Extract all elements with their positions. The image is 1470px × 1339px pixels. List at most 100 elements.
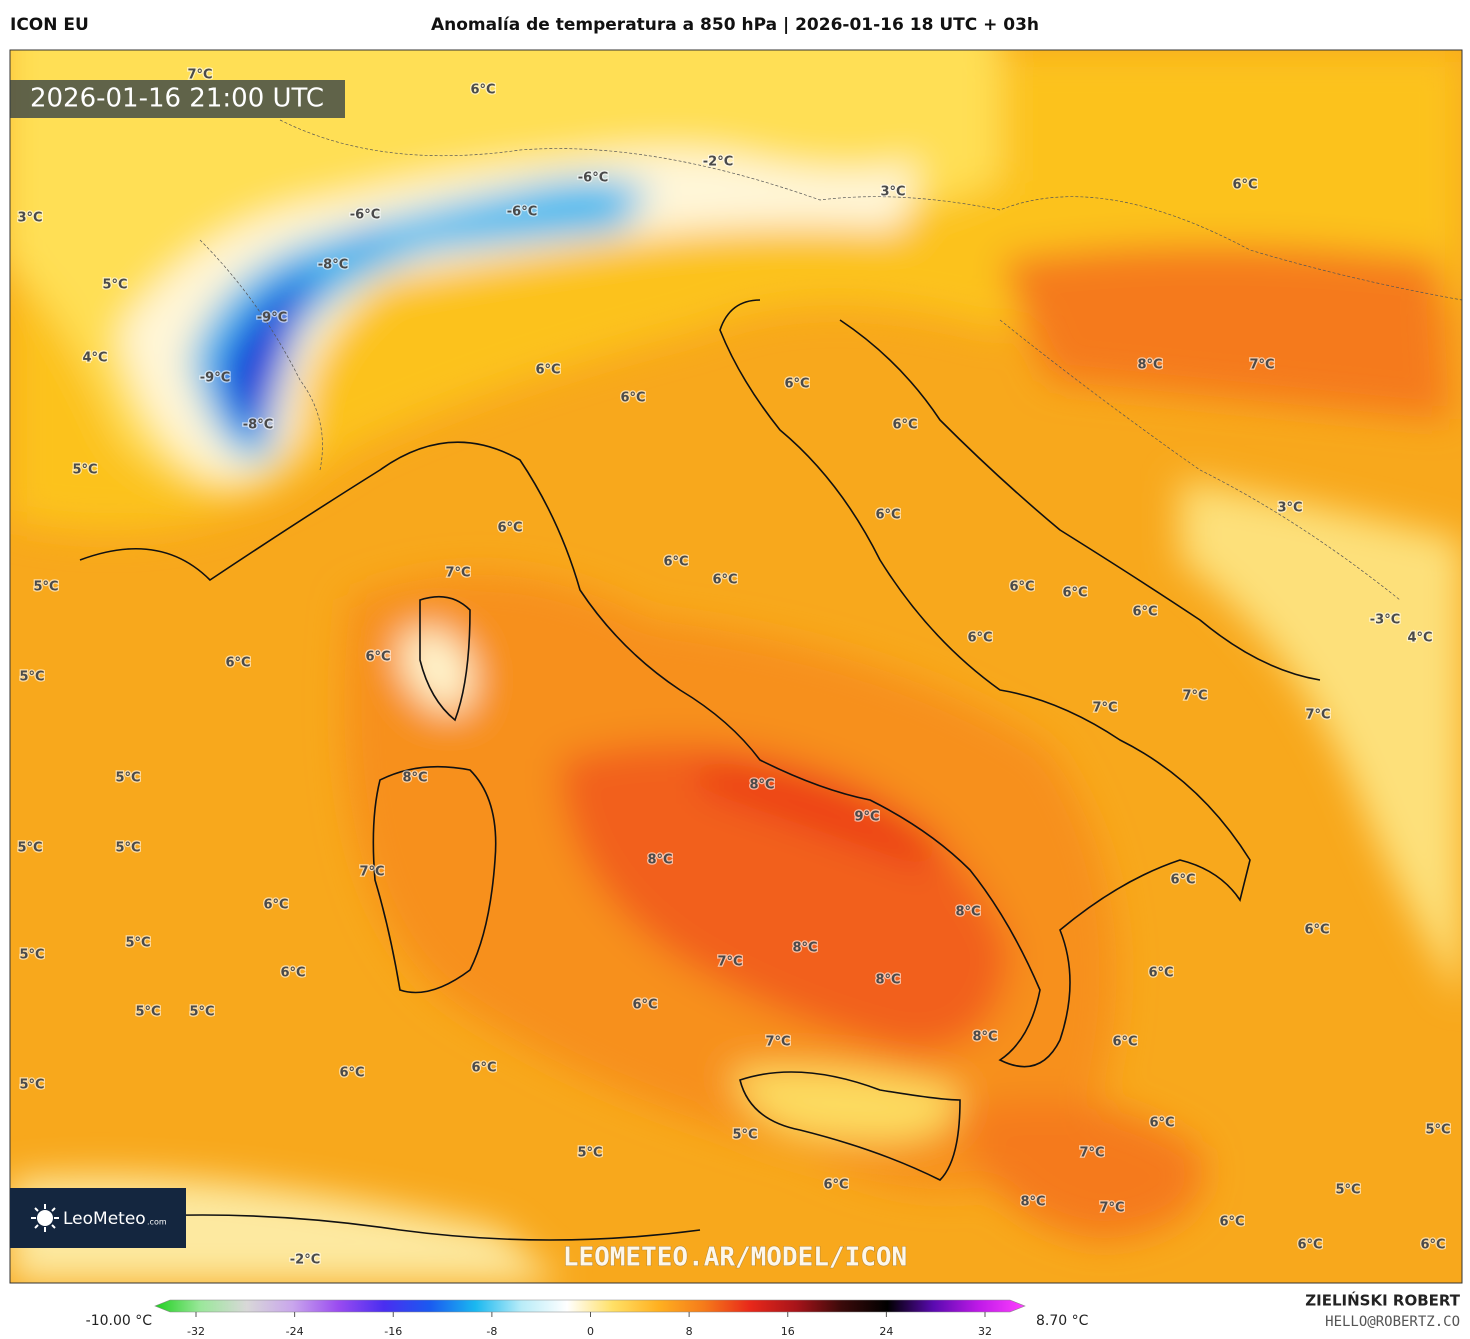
watermark: LEOMETEO.AR/MODEL/ICON — [563, 1243, 907, 1273]
temperature-label: 6°C — [1149, 1116, 1174, 1131]
temperature-label: 7°C — [1092, 701, 1117, 716]
temperature-label: 5°C — [17, 841, 42, 856]
temperature-label: 6°C — [784, 377, 809, 392]
temperature-label: -9°C — [257, 311, 287, 326]
temperature-label: 5°C — [19, 670, 44, 685]
temperature-label: 8°C — [1020, 1195, 1045, 1210]
temperature-label: 5°C — [115, 771, 140, 786]
temperature-label: 6°C — [1304, 923, 1329, 938]
temperature-label: 6°C — [280, 966, 305, 981]
temperature-label: 7°C — [187, 68, 212, 83]
time-box — [10, 80, 345, 118]
temperature-label: 6°C — [1009, 580, 1034, 595]
temperature-label: -6°C — [350, 208, 380, 223]
chart-title: Anomalía de temperatura a 850 hPa | 2026… — [431, 15, 1039, 35]
temperature-label: -6°C — [578, 171, 608, 186]
temperature-label: 6°C — [1062, 586, 1087, 601]
temperature-label: 8°C — [647, 853, 672, 868]
colorbar-tick-label: -16 — [384, 1325, 402, 1338]
logo-text: LeoMeteo — [63, 1209, 146, 1229]
temperature-label: 6°C — [1112, 1035, 1137, 1050]
anomaly-field — [10, 50, 1462, 1283]
temperature-label: 8°C — [749, 778, 774, 793]
temperature-label: 7°C — [359, 865, 384, 880]
temperature-label: 5°C — [33, 580, 58, 595]
valid-time: 2026-01-16 21:00 UTC — [30, 84, 324, 114]
temperature-label: 3°C — [17, 211, 42, 226]
temperature-label: 7°C — [717, 955, 742, 970]
temperature-label: -9°C — [200, 371, 230, 386]
temperature-label: 7°C — [1182, 689, 1207, 704]
temperature-label: 5°C — [1335, 1183, 1360, 1198]
temperature-label: 6°C — [823, 1178, 848, 1193]
colorbar-tick-label: 32 — [978, 1325, 992, 1338]
temperature-label: 5°C — [102, 278, 127, 293]
colorbar-min: -10.00 °C — [86, 1313, 153, 1329]
temperature-label: 8°C — [875, 973, 900, 988]
temperature-label: 5°C — [189, 1005, 214, 1020]
temperature-labels: 7°C 6°C 3°C 5°C 4°C 5°C -6°C -6°C -6°C -2°C 3°C 6°C… — [16, 66, 1452, 1269]
temperature-label: 7°C — [1079, 1146, 1104, 1161]
borders — [199, 119, 1462, 601]
temperature-label: 6°C — [663, 555, 688, 570]
temperature-label: 6°C — [1170, 873, 1195, 888]
temperature-label: 6°C — [339, 1066, 364, 1081]
temperature-label: 7°C — [1305, 708, 1330, 723]
temperature-label: 5°C — [732, 1128, 757, 1143]
colorbar-tick-label: 8 — [686, 1325, 693, 1338]
temperature-label: 6°C — [535, 363, 560, 378]
temperature-label: -6°C — [507, 205, 537, 220]
temperature-label: 7°C — [1249, 358, 1274, 373]
colorbar-tick-label: 24 — [879, 1325, 893, 1338]
temperature-label: 6°C — [1232, 178, 1257, 193]
temperature-label: 6°C — [263, 898, 288, 913]
temperature-label: 8°C — [955, 905, 980, 920]
temperature-label: 6°C — [1132, 605, 1157, 620]
temperature-label: 6°C — [1297, 1238, 1322, 1253]
temperature-label: 7°C — [765, 1035, 790, 1050]
colorbar-tick-label: -32 — [187, 1325, 205, 1338]
temperature-label: 6°C — [1420, 1238, 1445, 1253]
temperature-label: 5°C — [115, 841, 140, 856]
colorbar-max: 8.70 °C — [1036, 1313, 1089, 1329]
colorbar-ticks: -32 -24 -16 -8 0 8 16 24 32 — [187, 1312, 992, 1338]
logo-sun — [31, 1204, 59, 1232]
model-name: ICON EU — [10, 15, 89, 35]
temperature-label: 5°C — [72, 463, 97, 478]
author: ZIELIŃSKI ROBERT — [1305, 1291, 1460, 1310]
temperature-label: 6°C — [1148, 966, 1173, 981]
temperature-label: 5°C — [19, 948, 44, 963]
temperature-label: 5°C — [577, 1146, 602, 1161]
temperature-label: 5°C — [135, 1005, 160, 1020]
temperature-label: 8°C — [402, 771, 427, 786]
temperature-label: -2°C — [290, 1253, 320, 1268]
map: 7°C 6°C 3°C 5°C 4°C 5°C -6°C -6°C -6°C -2°C 3°C 6°C… — [10, 50, 1462, 1283]
temperature-label: 9°C — [854, 810, 879, 825]
temperature-label: 6°C — [497, 521, 522, 536]
temperature-label: 6°C — [967, 631, 992, 646]
temperature-label: 3°C — [1277, 501, 1302, 516]
temperature-label: 5°C — [125, 936, 150, 951]
temperature-label: 5°C — [19, 1078, 44, 1093]
temperature-label: 6°C — [470, 83, 495, 98]
colorbar-tick-label: 0 — [587, 1325, 594, 1338]
temperature-label: -8°C — [243, 418, 273, 433]
colorbar-tick-label: -24 — [286, 1325, 304, 1338]
temperature-label: 6°C — [1219, 1215, 1244, 1230]
temperature-label: -8°C — [318, 258, 348, 273]
temperature-label: -2°C — [703, 155, 733, 170]
temperature-label: 6°C — [471, 1061, 496, 1076]
colorbar — [154, 1299, 1026, 1313]
temperature-label: 8°C — [972, 1030, 997, 1045]
map-frame — [9, 49, 1463, 1284]
temperature-label: 7°C — [1099, 1201, 1124, 1216]
contact: HELLO@ROBERTZ.CO — [1325, 1314, 1460, 1330]
temperature-label: 8°C — [1137, 358, 1162, 373]
temperature-label: 4°C — [1407, 631, 1432, 646]
temperature-label: 6°C — [225, 656, 250, 671]
temperature-label: 6°C — [892, 418, 917, 433]
temperature-label: 6°C — [365, 650, 390, 665]
logo-suffix: .com — [147, 1218, 167, 1227]
temperature-label: 6°C — [712, 573, 737, 588]
